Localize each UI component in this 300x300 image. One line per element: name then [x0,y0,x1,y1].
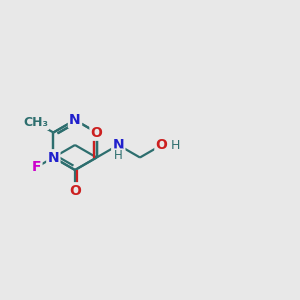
Text: O: O [156,138,167,152]
Text: F: F [32,160,41,174]
Text: H: H [171,139,180,152]
Text: O: O [91,125,103,140]
Text: O: O [69,184,81,197]
Text: N: N [112,138,124,152]
Text: CH₃: CH₃ [23,116,48,129]
Text: N: N [69,113,81,127]
Text: H: H [114,149,123,162]
Text: N: N [47,151,59,164]
